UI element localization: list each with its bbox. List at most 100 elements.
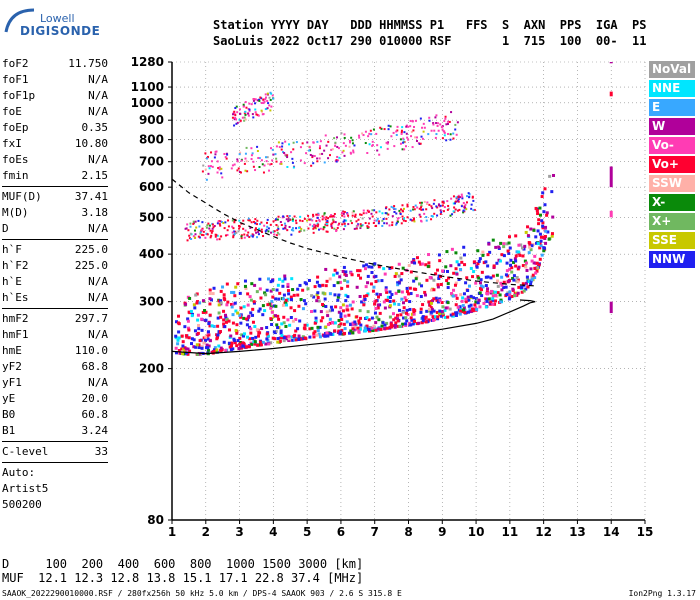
echo-point (242, 305, 246, 309)
echo-point (176, 342, 180, 346)
echo-point (256, 150, 259, 153)
echo-point (452, 271, 456, 275)
y-tick-label: 800 (139, 133, 164, 147)
echo-point (177, 349, 181, 353)
echo-point (526, 234, 530, 238)
x-tick-label: 6 (337, 525, 345, 539)
echo-point (205, 226, 208, 229)
legend-item-x-: X+ (649, 213, 695, 230)
echo-point (455, 196, 458, 199)
parameter-name: hmF2 (2, 312, 29, 325)
echo-point (300, 227, 303, 230)
echo-point (337, 147, 340, 150)
echo-point (528, 245, 532, 249)
echo-point (195, 301, 199, 305)
echo-point (365, 294, 369, 298)
echo-point (216, 316, 220, 320)
echo-point (357, 319, 361, 323)
echo-point (415, 294, 419, 298)
echo-point (478, 287, 482, 291)
echo-point (308, 149, 311, 152)
echo-point (401, 204, 404, 207)
echo-point (456, 199, 459, 202)
echo-point (314, 224, 317, 227)
echo-point (249, 226, 252, 229)
echo-point (235, 323, 239, 327)
echo-point (242, 316, 246, 320)
echo-point (208, 292, 212, 296)
echo-point (216, 160, 219, 163)
echo-point (386, 147, 389, 150)
y-tick-label: 1280 (131, 55, 164, 69)
echo-point (286, 229, 289, 232)
echo-point (251, 307, 255, 311)
echo-point (297, 304, 301, 308)
echo-point (420, 220, 423, 223)
echo-point (437, 203, 440, 206)
echo-point (315, 333, 319, 337)
echo-point (433, 212, 436, 215)
echo-point (198, 339, 202, 343)
echo-point (471, 309, 475, 313)
echo-point (323, 292, 327, 296)
echo-point (319, 140, 322, 143)
echo-point (337, 159, 340, 162)
echo-point (265, 107, 268, 110)
echo-point (420, 262, 424, 266)
echo-point (467, 310, 471, 314)
echo-point (192, 345, 196, 349)
echo-point (321, 215, 324, 218)
echo-point (477, 276, 481, 280)
echo-point (312, 331, 316, 335)
echo-point (346, 295, 350, 299)
echo-point (288, 323, 292, 327)
echo-point (174, 334, 178, 338)
echo-point (236, 311, 240, 315)
echo-point (485, 299, 489, 303)
echo-point (427, 261, 431, 265)
header-line-1: Station YYYY DAY DDD HHMMSS P1 FFS S AXN… (213, 18, 647, 32)
echo-point (331, 226, 334, 229)
echo-point (268, 169, 271, 172)
echo-point (504, 273, 508, 277)
echo-point (437, 253, 441, 257)
echo-point (524, 230, 528, 234)
echo-point (208, 302, 212, 306)
echo-point (341, 303, 345, 307)
echo-point (284, 224, 287, 227)
parameter-row: h`Es N/A (2, 290, 108, 306)
echo-point (419, 295, 423, 299)
echo-point (348, 331, 352, 335)
echo-point (227, 328, 231, 332)
echo-point (337, 224, 340, 227)
echo-point (375, 132, 378, 135)
echo-point (244, 118, 247, 121)
echo-point (196, 318, 200, 322)
echo-point (353, 325, 357, 329)
echo-point (291, 218, 294, 221)
echo-point (402, 301, 406, 305)
echo-point (279, 162, 282, 165)
echo-point (281, 145, 284, 148)
echo-point (274, 304, 278, 308)
echo-point (370, 270, 374, 274)
echo-point (284, 227, 287, 230)
echo-point (432, 288, 436, 292)
echo-point (449, 133, 452, 136)
echo-point (462, 308, 466, 312)
echo-point (307, 278, 311, 282)
echo-point (321, 316, 325, 320)
echo-point (287, 338, 291, 342)
echo-point (330, 215, 333, 218)
echo-point (388, 266, 392, 270)
echo-point (358, 327, 362, 331)
echo-point (499, 241, 503, 245)
echo-point (340, 317, 344, 321)
echo-point (317, 283, 321, 287)
echo-point (468, 308, 472, 312)
echo-point (339, 312, 343, 316)
echo-point (252, 160, 255, 163)
echo-point (368, 327, 372, 331)
echo-point (550, 234, 554, 238)
echo-point (454, 123, 457, 126)
